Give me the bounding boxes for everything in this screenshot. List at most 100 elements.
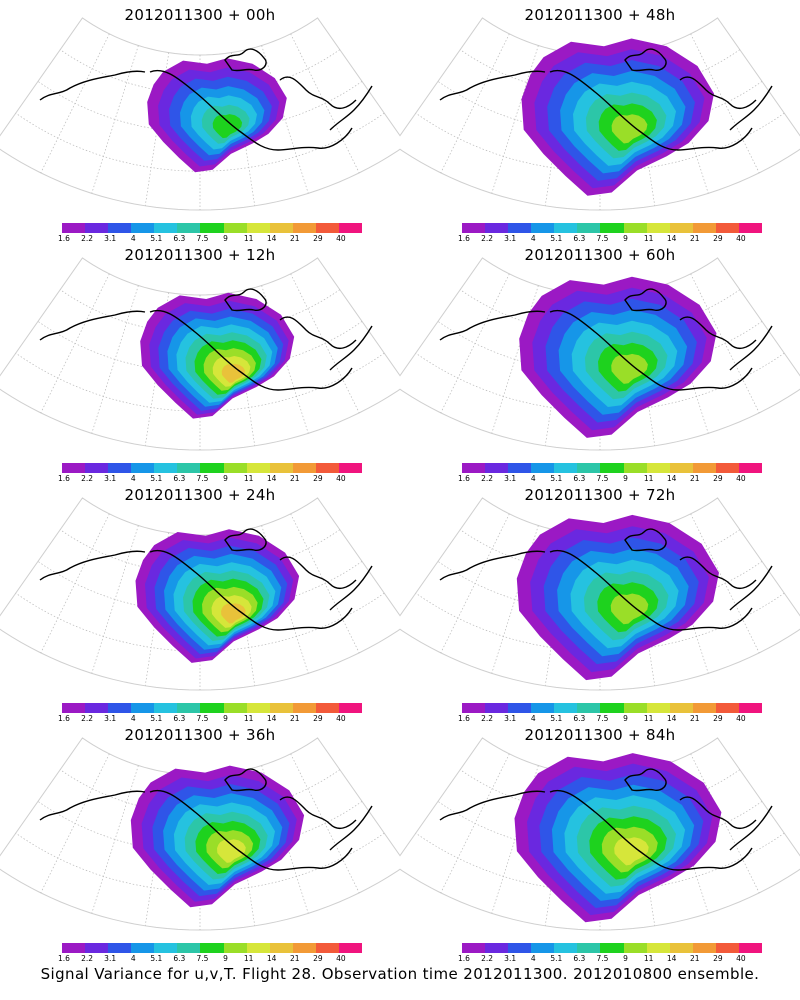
colorbar-tick-label: 5.1 (550, 954, 563, 963)
colorbar-swatch (338, 703, 363, 713)
colorbar-swatch (223, 463, 247, 473)
meridian-gridline (40, 273, 110, 414)
colorbar-swatch (246, 943, 270, 953)
colorbar-swatch (131, 703, 155, 713)
meridian-gridline (440, 273, 510, 414)
colorbar-tick-label: 1.6 (58, 954, 70, 963)
coastline (624, 528, 667, 552)
coastline (679, 796, 757, 830)
colorbar (462, 703, 763, 713)
colorbar-swatch (108, 463, 132, 473)
colorbar-tick-label: 14 (266, 234, 277, 243)
colorbar-tick-label: 11 (643, 474, 654, 483)
colorbar-tick-label: 2.2 (481, 234, 494, 243)
colorbar-labels: 1.6 2.2 3.1 4 5.1 6.3 7.5 9 11 14 21 29 40 (58, 234, 362, 244)
contour-band (611, 114, 648, 144)
colorbar-tick-label: 4 (530, 234, 536, 243)
coastline (39, 790, 146, 821)
coastline (39, 550, 146, 581)
variance-map (0, 17, 400, 211)
colorbar-tick-label: 29 (313, 474, 323, 483)
colorbar-swatch (292, 943, 316, 953)
colorbar-tick-label: 9 (223, 954, 228, 963)
colorbar-swatch (315, 703, 339, 713)
colorbar-swatch (623, 463, 647, 473)
coastline (624, 768, 667, 792)
meridian-gridline (290, 33, 360, 174)
colorbar-swatch (646, 703, 670, 713)
colorbar-tick-label: 14 (666, 474, 677, 483)
variance-map (0, 497, 400, 691)
colorbar-swatch (669, 223, 693, 233)
coastline (329, 325, 373, 371)
colorbar-tick-label: 21 (289, 234, 300, 243)
panel-title: 2012011300 + 36h (124, 726, 276, 744)
colorbar-swatch (200, 463, 224, 473)
colorbar (462, 223, 763, 233)
meridian-gridline (290, 753, 360, 894)
coastline (549, 69, 753, 151)
coastline (149, 789, 353, 871)
colorbar-swatch (600, 463, 624, 473)
variance-map (400, 497, 800, 691)
colorbar (62, 463, 363, 473)
colorbar-tick-label: 2.2 (481, 954, 494, 963)
colorbar-swatch (669, 463, 693, 473)
colorbar (62, 703, 363, 713)
colorbar-swatch (223, 223, 247, 233)
colorbar-swatch (338, 463, 363, 473)
meridian-gridline (290, 513, 360, 654)
colorbar-tick-label: 7.5 (596, 954, 609, 963)
colorbar-tick-label: 5.1 (150, 954, 163, 963)
colorbar-tick-label: 2.2 (81, 714, 94, 723)
colorbar-swatch (200, 943, 224, 953)
coastline (279, 316, 357, 350)
colorbar-tick-label: 6.3 (173, 714, 186, 723)
colorbar-tick-label: 40 (336, 474, 346, 483)
map-domain-outline (0, 497, 400, 691)
colorbar-tick-label: 7.5 (596, 714, 609, 723)
meridian-gridline (290, 273, 360, 414)
meridian-gridline (440, 753, 510, 894)
map-domain-outline (0, 257, 400, 451)
contour-band (212, 114, 243, 139)
colorbar-swatch (692, 223, 716, 233)
coastline (624, 48, 667, 72)
colorbar-swatch (738, 223, 763, 233)
colorbar-tick-label: 3.1 (504, 234, 517, 243)
colorbar-swatch (154, 943, 178, 953)
colorbar-tick-label: 9 (223, 234, 228, 243)
colorbar-tick-label: 7.5 (196, 474, 209, 483)
colorbar-swatch (485, 223, 509, 233)
contour-band (610, 593, 649, 625)
colorbar-swatch (108, 703, 132, 713)
figure-caption: Signal Variance for u,v,T. Flight 28. Ob… (40, 965, 760, 983)
meridian-gridline (40, 33, 110, 174)
latitude-gridline (59, 769, 341, 815)
meridian-gridline (91, 285, 139, 434)
meridian-gridline (261, 45, 309, 194)
coastline (149, 549, 353, 631)
panel-title: 2012011300 + 24h (124, 486, 276, 504)
colorbar-tick-label: 4 (530, 474, 536, 483)
colorbar-tick-label: 21 (689, 954, 700, 963)
colorbar (462, 943, 763, 953)
contour-band (221, 603, 246, 624)
colorbar-swatch (715, 703, 739, 713)
colorbar-swatch (223, 943, 247, 953)
colorbar-swatch (577, 943, 601, 953)
colorbar-tick-label: 1.6 (58, 234, 70, 243)
meridian-gridline (91, 765, 139, 914)
colorbar-swatch (338, 943, 363, 953)
colorbar-swatch (646, 943, 670, 953)
colorbar-swatch (485, 463, 509, 473)
colorbar-tick-label: 29 (313, 714, 323, 723)
colorbar-tick-label: 7.5 (596, 234, 609, 243)
coastline (39, 310, 146, 341)
colorbar-tick-label: 6.3 (573, 474, 586, 483)
colorbar-tick-label: 14 (266, 474, 277, 483)
coastline (729, 85, 773, 131)
colorbar-tick-label: 1.6 (458, 714, 470, 723)
colorbar-swatch (131, 463, 155, 473)
colorbar-swatch (292, 223, 316, 233)
